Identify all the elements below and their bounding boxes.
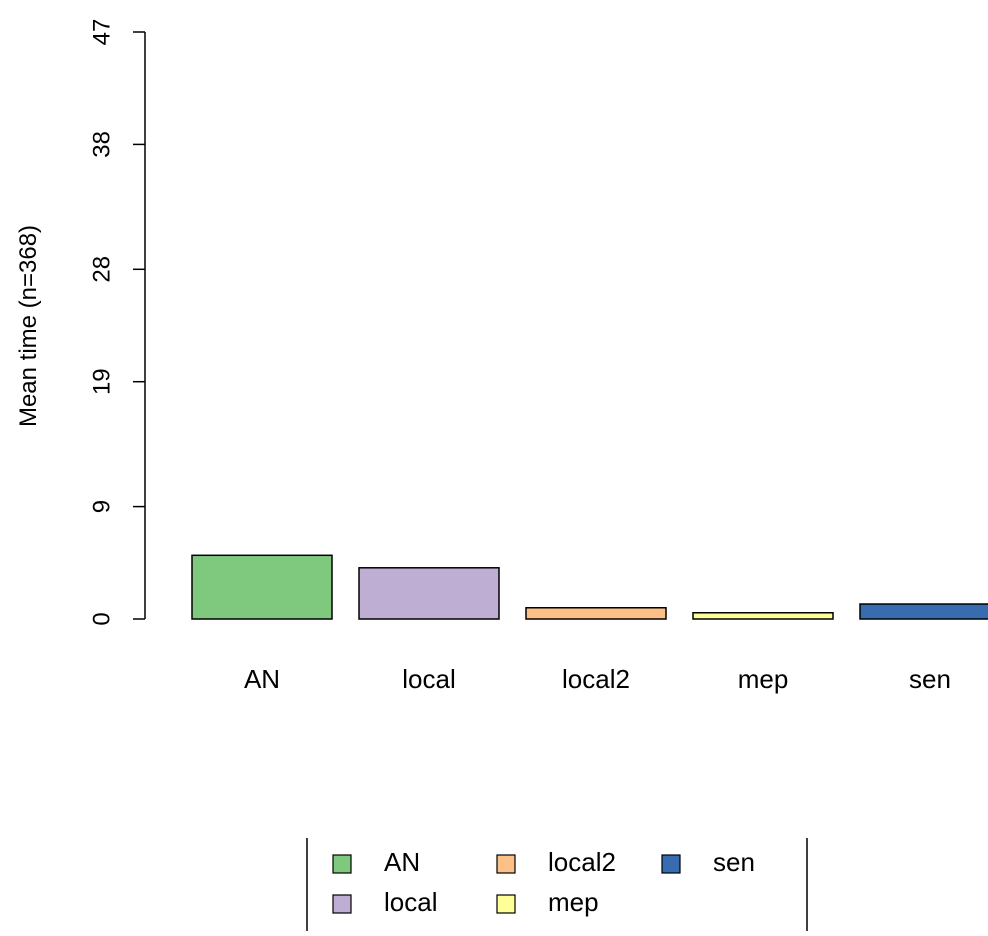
legend-label: sen <box>713 847 755 877</box>
bar-sen <box>859 603 988 620</box>
legend-label: AN <box>384 847 420 877</box>
x-tick-label: mep <box>738 664 789 694</box>
y-tick-label: 38 <box>88 131 115 158</box>
legend: AN local local2 mep sen <box>306 838 808 931</box>
x-tick-label: sen <box>909 664 951 694</box>
bars <box>191 554 988 620</box>
bar-an <box>191 554 333 620</box>
y-tick-label: 28 <box>88 256 115 283</box>
y-tick-label: 47 <box>88 19 115 46</box>
y-tick-label: 0 <box>88 612 115 625</box>
legend-swatch <box>496 894 516 914</box>
y-axis-label: Mean time (n=368) <box>15 225 42 427</box>
legend-swatch <box>332 854 352 874</box>
y-tick-label: 9 <box>88 500 115 513</box>
bar-mep <box>692 612 834 620</box>
legend-label: local <box>384 887 437 917</box>
y-axis: 0 9 19 28 38 47 <box>88 19 146 626</box>
y-tick-label: 19 <box>88 368 115 395</box>
x-tick-label: local <box>402 664 455 694</box>
legend-label: local2 <box>548 847 616 877</box>
x-tick-label: local2 <box>562 664 630 694</box>
bar-local2 <box>525 607 667 620</box>
x-tick-labels: AN local local2 mep sen <box>244 664 951 694</box>
legend-swatch <box>661 854 681 874</box>
legend-swatch <box>332 894 352 914</box>
bar-local <box>358 567 500 620</box>
x-tick-label: AN <box>244 664 280 694</box>
legend-label: mep <box>548 887 599 917</box>
legend-swatch <box>496 854 516 874</box>
